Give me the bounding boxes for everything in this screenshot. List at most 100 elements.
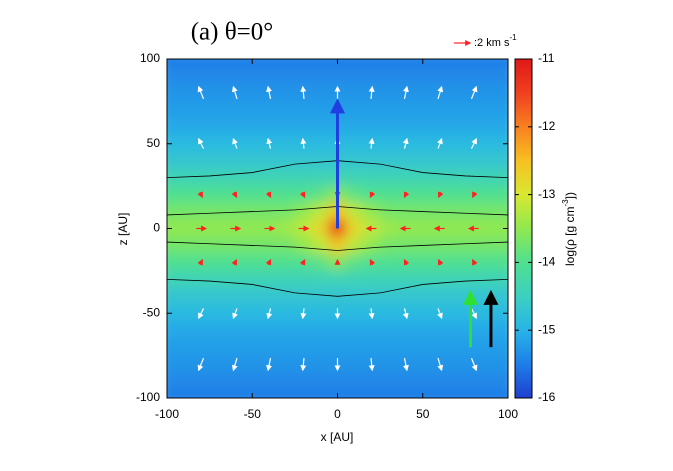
- heat-cell: [345, 287, 364, 306]
- heat-cell: [192, 202, 211, 221]
- heat-cell: [447, 168, 466, 187]
- heat-cell: [430, 338, 449, 357]
- heat-cell: [294, 372, 313, 391]
- heat-cell: [209, 100, 228, 119]
- heat-cell: [498, 338, 508, 357]
- heat-cell: [167, 117, 177, 136]
- heat-cell: [243, 287, 262, 306]
- heat-cell: [481, 59, 500, 68]
- heat-cell: [379, 321, 398, 340]
- heat-cell: [311, 338, 330, 357]
- velocity-vector: [300, 137, 307, 149]
- heat-cell: [243, 117, 262, 136]
- velocity-vector: [402, 137, 409, 149]
- heat-cell: [430, 100, 449, 119]
- heat-cell: [362, 168, 381, 187]
- heat-cell: [345, 270, 364, 289]
- heat-cell: [396, 338, 415, 357]
- heat-cell: [311, 321, 330, 340]
- heat-cell: [345, 304, 364, 323]
- heat-cell: [413, 304, 432, 323]
- heat-cell: [311, 355, 330, 374]
- heat-cell: [498, 389, 508, 398]
- heat-cell: [362, 287, 381, 306]
- velocity-vector: [470, 137, 477, 149]
- heat-cell: [167, 66, 177, 85]
- heat-cell: [277, 372, 296, 391]
- heat-cell: [481, 100, 500, 119]
- heat-cell: [277, 355, 296, 374]
- heat-cell: [345, 168, 364, 187]
- heat-cell: [294, 66, 313, 85]
- heat-cell: [447, 100, 466, 119]
- y-tick-label: -50: [143, 305, 161, 319]
- heat-cell: [260, 117, 279, 136]
- heat-cell: [167, 59, 177, 68]
- heat-cell: [209, 372, 228, 391]
- heat-cell: [277, 236, 296, 255]
- heat-cell: [175, 372, 194, 391]
- heat-cell: [430, 270, 449, 289]
- heat-cell: [175, 59, 194, 68]
- heat-cell: [464, 168, 483, 187]
- heat-cell: [345, 389, 364, 398]
- heat-cell: [481, 134, 500, 153]
- heat-cell: [345, 253, 364, 272]
- heat-cell: [447, 304, 466, 323]
- x-tick-label: 0: [334, 407, 341, 421]
- heat-cell: [226, 100, 245, 119]
- heat-cell: [192, 66, 211, 85]
- heat-cell: [260, 270, 279, 289]
- heat-cell: [226, 151, 245, 170]
- heat-cell: [379, 59, 398, 68]
- heat-cell: [243, 100, 262, 119]
- heat-cell: [277, 134, 296, 153]
- heat-cell: [260, 236, 279, 255]
- heat-cell: [209, 185, 228, 204]
- heat-cell: [167, 253, 177, 272]
- heat-cell: [175, 321, 194, 340]
- heat-cell: [277, 83, 296, 102]
- heat-cell: [311, 389, 330, 398]
- heat-cell: [209, 83, 228, 102]
- velocity-vector: [197, 357, 205, 372]
- heat-cell: [396, 202, 415, 221]
- heat-cell: [226, 389, 245, 398]
- heat-cell: [413, 372, 432, 391]
- colorbar-tick-label: -11: [538, 51, 555, 65]
- heat-cell: [447, 134, 466, 153]
- heat-cell: [192, 168, 211, 187]
- heat-cell: [311, 66, 330, 85]
- heat-cell: [226, 117, 245, 136]
- heat-cell: [226, 270, 245, 289]
- heat-cell: [413, 355, 432, 374]
- heat-cell: [175, 338, 194, 357]
- heat-cell: [294, 117, 313, 136]
- heat-cell: [430, 202, 449, 221]
- heat-cell: [362, 321, 381, 340]
- heatmap: [167, 59, 508, 398]
- heat-cell: [167, 321, 177, 340]
- heat-cell: [175, 219, 194, 238]
- heat-cell: [430, 117, 449, 136]
- velocity-vector: [437, 137, 443, 149]
- heat-cell: [481, 202, 500, 221]
- heat-cell: [362, 59, 381, 68]
- heat-cell: [447, 372, 466, 391]
- heat-cell: [260, 59, 279, 68]
- heat-cell: [362, 372, 381, 391]
- heat-cell: [277, 59, 296, 68]
- heat-cell: [345, 338, 364, 357]
- heat-cell: [396, 287, 415, 306]
- heat-cell: [447, 338, 466, 357]
- heat-cell: [345, 321, 364, 340]
- velocity-vector: [368, 85, 375, 99]
- heat-cell: [167, 236, 177, 255]
- heat-cell: [413, 321, 432, 340]
- heat-cell: [311, 117, 330, 136]
- heat-cell: [243, 66, 262, 85]
- vector-key-sup: -1: [509, 33, 517, 42]
- heat-cell: [379, 100, 398, 119]
- heat-cell: [396, 321, 415, 340]
- heat-cell: [447, 185, 466, 204]
